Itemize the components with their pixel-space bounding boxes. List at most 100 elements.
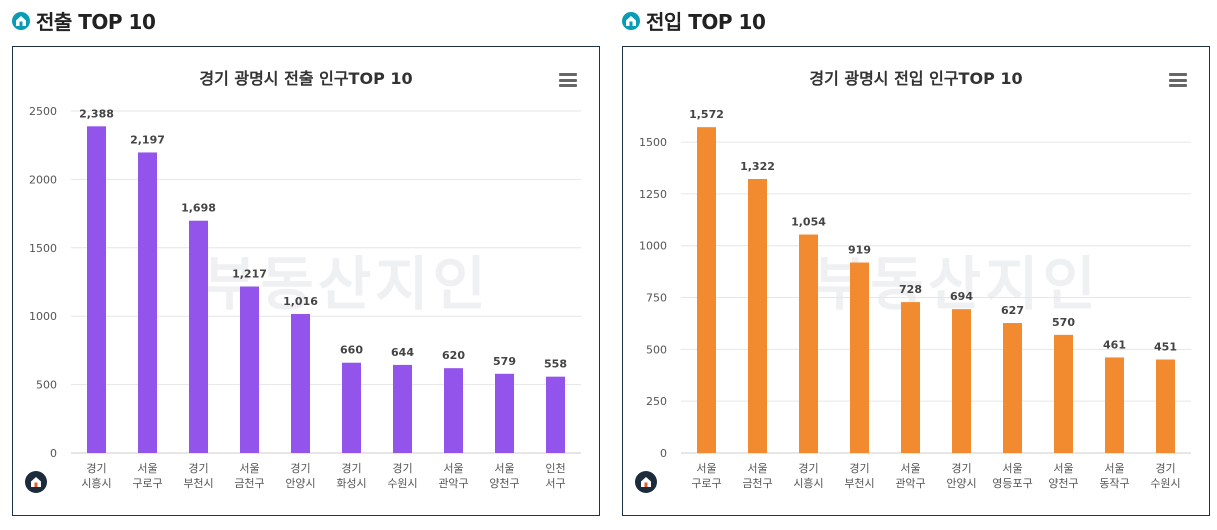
hamburger-icon-line — [1169, 73, 1187, 76]
bar — [850, 262, 869, 453]
chart-panel-in: 부동산지인 경기 광명시 전입 인구TOP 10 0 250 500 750 1000 1… — [622, 46, 1210, 516]
bar — [952, 309, 971, 453]
x-tick-label: 구로구 — [691, 477, 721, 490]
bar — [748, 178, 767, 453]
x-tick-label: 경기 — [290, 462, 310, 475]
section-title-out: 전출 TOP 10 — [36, 10, 156, 34]
data-label: 919 — [848, 244, 871, 257]
x-tick-label: 부천시 — [183, 476, 213, 490]
data-label: 627 — [1001, 304, 1024, 317]
data-label: 1,572 — [689, 108, 724, 121]
x-tick-label: 서울 — [1002, 462, 1022, 475]
x-tick-label: 서울 — [747, 462, 767, 475]
x-tick-label: 시흥시 — [793, 476, 823, 490]
home-icon — [12, 11, 30, 30]
x-tick-label: 구로구 — [132, 477, 162, 490]
data-label: 660 — [340, 344, 363, 357]
y-tick-label: 1500 — [639, 136, 667, 149]
home-icon — [622, 11, 640, 30]
bar — [291, 314, 310, 453]
bar — [1105, 357, 1124, 453]
x-tick-label: 안양시 — [946, 477, 976, 490]
y-tick-label: 1500 — [29, 242, 57, 255]
x-tick-label: 경기 — [188, 462, 208, 475]
y-tick-label: 500 — [36, 379, 57, 392]
y-tick-label: 250 — [646, 395, 667, 408]
bar — [697, 127, 716, 454]
x-tick-label: 금천구 — [234, 476, 264, 490]
x-tick-label: 관악구 — [895, 477, 925, 490]
section-header-out: 전출 TOP 10 — [12, 6, 156, 35]
bar — [393, 364, 412, 453]
data-label: 1,217 — [232, 268, 267, 281]
x-tick-label: 서울 — [900, 462, 920, 475]
y-tick-label: 750 — [646, 292, 667, 305]
x-tick-label: 서울 — [443, 462, 463, 475]
bar — [240, 286, 259, 453]
y-tick-label: 500 — [646, 343, 667, 356]
x-tick-label: 서울 — [696, 462, 716, 475]
hamburger-icon-line — [1169, 84, 1187, 87]
x-tick-label: 경기 — [341, 462, 361, 475]
chart-panel-out: 부동산지인 경기 광명시 전출 인구TOP 10 0 500 1000 1500 200… — [12, 46, 600, 516]
data-label: 451 — [1154, 341, 1177, 354]
bar — [546, 376, 565, 453]
x-tick-label: 동작구 — [1099, 477, 1129, 490]
bar — [495, 373, 514, 453]
section-title-in: 전입 TOP 10 — [646, 10, 766, 34]
bar — [444, 368, 463, 453]
chart-title: 경기 광명시 전입 인구TOP 10 — [809, 69, 1023, 88]
y-tick-label: 1250 — [639, 188, 667, 201]
data-label: 2,388 — [79, 107, 114, 120]
hamburger-icon-line — [559, 73, 577, 76]
chart-menu-button[interactable] — [1169, 73, 1187, 87]
hamburger-icon-line — [1169, 78, 1187, 82]
x-tick-label: 금천구 — [742, 476, 772, 490]
y-tick-label: 2500 — [29, 105, 57, 118]
x-tick-label: 서울 — [1104, 462, 1124, 475]
x-tick-label: 수원시 — [1150, 477, 1180, 490]
data-label: 570 — [1052, 316, 1075, 329]
data-label: 644 — [391, 346, 414, 359]
logo-icon — [25, 471, 47, 493]
x-tick-label: 서울 — [239, 462, 259, 475]
chart-menu-button[interactable] — [559, 73, 577, 87]
data-label: 461 — [1103, 338, 1126, 351]
x-tick-label: 경기 — [849, 462, 869, 475]
bar — [1054, 334, 1073, 453]
data-label: 558 — [544, 358, 567, 371]
data-label: 694 — [950, 290, 973, 303]
bar — [138, 152, 157, 453]
x-tick-label: 화성시 — [336, 477, 366, 490]
x-tick-label: 경기 — [798, 462, 818, 475]
x-tick-label: 인천 — [545, 461, 565, 475]
data-label: 1,698 — [181, 202, 216, 215]
bar — [189, 220, 208, 453]
x-tick-label: 영등포구 — [992, 477, 1032, 490]
y-tick-label: 0 — [50, 447, 57, 460]
x-tick-label: 경기 — [1155, 462, 1175, 475]
logo-icon — [635, 471, 657, 493]
data-label: 728 — [899, 283, 922, 296]
hamburger-icon-line — [559, 78, 577, 82]
data-label: 1,054 — [791, 216, 826, 229]
section-header-in: 전입 TOP 10 — [622, 6, 766, 35]
x-tick-label: 경기 — [86, 462, 106, 475]
data-label: 579 — [493, 355, 516, 368]
bar — [901, 302, 920, 453]
data-label: 2,197 — [130, 133, 165, 146]
x-tick-label: 시흥시 — [81, 476, 111, 490]
bar — [1156, 359, 1175, 453]
data-label: 1,322 — [740, 160, 775, 173]
bar — [799, 234, 818, 453]
y-tick-label: 1000 — [29, 310, 57, 323]
chart-title: 경기 광명시 전출 인구TOP 10 — [199, 69, 413, 88]
x-tick-label: 부천시 — [844, 476, 874, 490]
x-tick-label: 서구 — [545, 477, 565, 490]
x-tick-label: 수원시 — [387, 477, 417, 490]
bar — [87, 126, 106, 454]
y-tick-label: 1000 — [639, 240, 667, 253]
bar — [342, 362, 361, 453]
x-tick-label: 양천구 — [1048, 476, 1078, 490]
